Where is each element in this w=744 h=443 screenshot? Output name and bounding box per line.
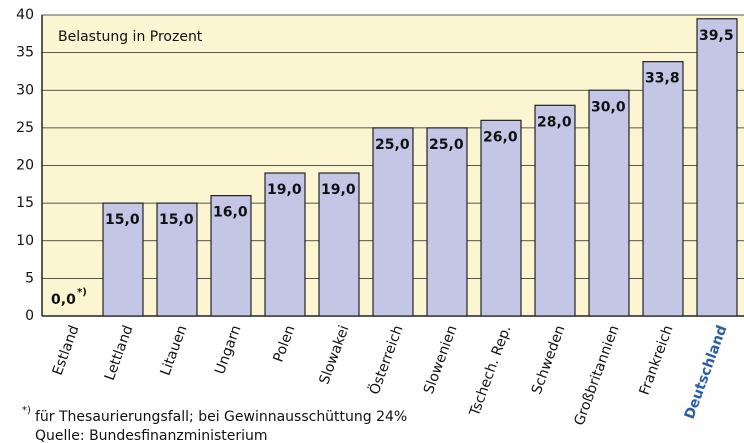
value-label: 0,0 bbox=[51, 292, 76, 308]
chart-subtitle: Belastung in Prozent bbox=[58, 29, 203, 45]
x-tick-label: Großbritannien bbox=[571, 323, 622, 428]
x-tick-label: Polen bbox=[271, 323, 299, 364]
value-label: 19,0 bbox=[321, 182, 356, 198]
bar bbox=[372, 127, 414, 317]
value-label: 30,0 bbox=[591, 99, 626, 115]
bar bbox=[264, 172, 306, 317]
y-tick-label: 35 bbox=[16, 45, 34, 61]
bar bbox=[534, 104, 576, 317]
y-tick-label: 25 bbox=[16, 120, 34, 136]
value-label: 15,0 bbox=[105, 212, 140, 228]
x-tick-label: Tschech. Rep. bbox=[467, 323, 515, 419]
x-tick-label: Litauen bbox=[158, 323, 191, 377]
y-tick-label: 5 bbox=[25, 270, 34, 286]
bar bbox=[480, 119, 522, 317]
x-tick-label: Lettland bbox=[102, 323, 137, 382]
bar bbox=[318, 172, 360, 317]
value-label: 15,0 bbox=[159, 212, 194, 228]
y-tick-label: 20 bbox=[16, 158, 34, 174]
value-label: 19,0 bbox=[267, 182, 302, 198]
bar bbox=[210, 195, 252, 317]
bar bbox=[426, 127, 468, 317]
value-label: 28,0 bbox=[537, 114, 572, 130]
value-label: 25,0 bbox=[429, 137, 464, 153]
y-tick-label: 15 bbox=[16, 195, 34, 211]
x-tick-label: Estland bbox=[50, 323, 83, 377]
value-label: 33,8 bbox=[645, 71, 680, 87]
bar bbox=[102, 202, 144, 317]
x-tick-label: Österreich bbox=[365, 323, 407, 397]
bar bbox=[156, 202, 198, 317]
value-label: 16,0 bbox=[213, 205, 248, 221]
y-tick-label: 40 bbox=[16, 7, 34, 23]
x-tick-label: Slowakei bbox=[316, 323, 352, 386]
y-tick-label: 0 bbox=[25, 308, 34, 324]
footnote-marker: *) bbox=[22, 405, 31, 416]
bar bbox=[696, 18, 738, 317]
footnote: für Thesaurierungsfall; bei Gewinnaussch… bbox=[35, 409, 407, 425]
value-label: 25,0 bbox=[375, 137, 410, 153]
x-tick-label: Ungarn bbox=[212, 323, 244, 376]
bar bbox=[642, 61, 684, 317]
x-tick-label: Frankreich bbox=[637, 323, 677, 397]
x-tick-label: Schweden bbox=[529, 323, 569, 396]
bar bbox=[588, 89, 630, 317]
x-tick-label: Deutschland bbox=[682, 323, 731, 421]
x-tick-label: Slowenien bbox=[421, 323, 461, 396]
y-tick-label: 30 bbox=[16, 82, 34, 98]
value-label: 39,5 bbox=[699, 28, 734, 44]
y-tick-label: 10 bbox=[16, 233, 34, 249]
footnote-marker: *) bbox=[77, 287, 87, 298]
source: Quelle: Bundesfinanzministerium bbox=[35, 428, 268, 443]
value-label: 26,0 bbox=[483, 129, 518, 145]
